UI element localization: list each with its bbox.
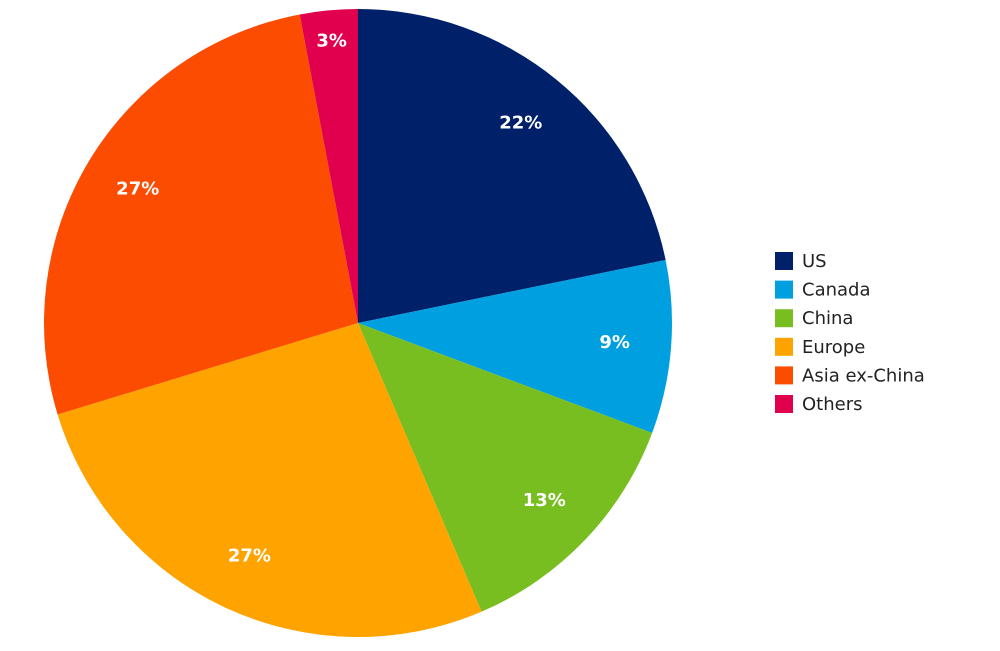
legend-label: Europe <box>802 337 865 358</box>
legend-swatch <box>775 280 793 299</box>
legend-label: Asia ex-China <box>802 365 925 386</box>
pie-slice <box>57 323 482 638</box>
legend-label: US <box>802 251 827 272</box>
legend-label: China <box>802 308 853 329</box>
legend-swatch <box>775 309 793 328</box>
pie-slice <box>358 9 666 323</box>
data-label: 27% <box>116 179 159 200</box>
data-label: 27% <box>228 545 271 566</box>
legend-swatch <box>775 395 793 413</box>
data-label: 22% <box>499 112 542 133</box>
data-label: 9% <box>599 332 630 353</box>
pie-slice <box>358 259 672 433</box>
legend-label: Others <box>802 394 863 415</box>
legend-label: Canada <box>802 280 871 301</box>
pie-slice <box>358 323 653 612</box>
pie-slice <box>43 14 358 415</box>
legend-swatch <box>775 252 793 270</box>
pie-slice <box>299 9 358 323</box>
legend-swatch <box>775 337 793 356</box>
data-label: 13% <box>523 490 566 511</box>
data-label: 3% <box>316 31 347 52</box>
legend-swatch <box>775 366 793 385</box>
